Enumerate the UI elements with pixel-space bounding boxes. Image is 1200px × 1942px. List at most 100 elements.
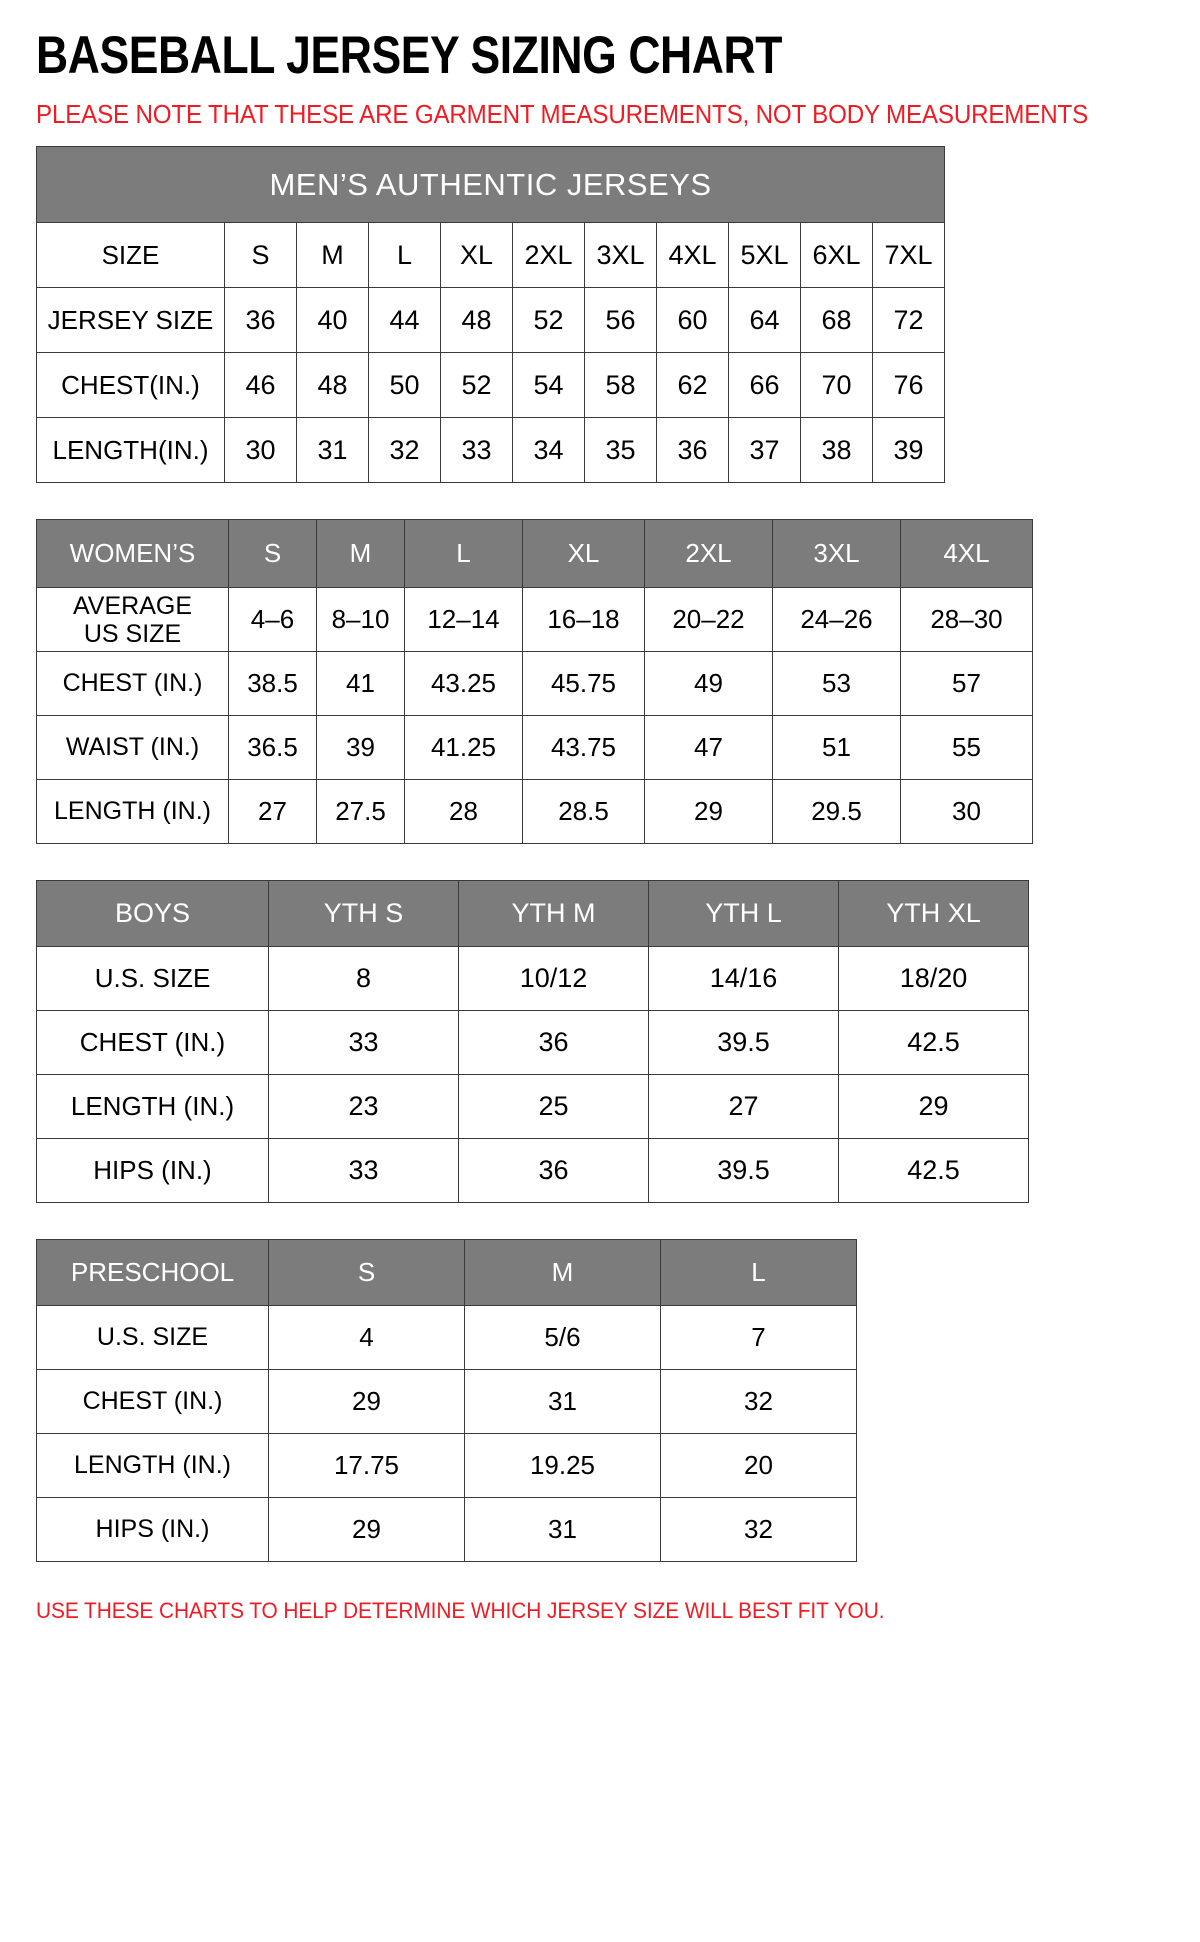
table-cell: 36 [656, 417, 729, 484]
preschool-col-header: L [660, 1239, 857, 1307]
table-row: LENGTH (IN.) 27 27.5 28 28.5 29 29.5 30 [36, 779, 1033, 845]
table-cell: 41.25 [404, 715, 523, 781]
table-row: AVERAGE US SIZE 4–6 8–10 12–14 16–18 20–… [36, 587, 1033, 653]
table-cell: 39 [871, 417, 946, 484]
womens-col-header: XL [522, 519, 645, 589]
preschool-col-header: S [268, 1239, 465, 1307]
table-cell: 49 [644, 651, 773, 717]
boys-col-header: YTH S [268, 880, 459, 948]
preschool-row-label: HIPS (IN.) [36, 1497, 269, 1563]
mens-row-label: JERSEY SIZE [36, 287, 225, 354]
table-cell: 7 [660, 1305, 857, 1371]
preschool-row-label: U.S. SIZE [36, 1305, 269, 1371]
table-row: CHEST (IN.) 33 36 39.5 42.5 [36, 1010, 1029, 1076]
table-row: WAIST (IN.) 36.5 39 41.25 43.75 47 51 55 [36, 715, 1033, 781]
table-cell: 23 [268, 1074, 459, 1140]
boys-sizing-table: BOYS YTH S YTH M YTH L YTH XL U.S. SIZE … [36, 880, 1029, 1204]
mens-col-header: 7XL [871, 222, 946, 289]
table-cell: 66 [728, 352, 801, 419]
womens-col-header: L [404, 519, 523, 589]
table-row: CHEST (IN.) 38.5 41 43.25 45.75 49 53 57 [36, 651, 1033, 717]
table-cell: 4 [268, 1305, 465, 1371]
table-cell: 33 [268, 1138, 459, 1204]
table-cell: 30 [224, 417, 297, 484]
table-cell: 42.5 [838, 1010, 1029, 1076]
table-cell: 48 [296, 352, 369, 419]
womens-row-label-line2: US SIZE [83, 619, 182, 648]
womens-corner-label: WOMEN’S [36, 519, 229, 589]
mens-col-header: 3XL [584, 222, 657, 289]
table-cell: 31 [296, 417, 369, 484]
table-cell: 42.5 [838, 1138, 1029, 1204]
table-cell: 38 [800, 417, 873, 484]
womens-row-label: CHEST (IN.) [36, 651, 229, 717]
table-cell: 52 [440, 352, 513, 419]
womens-header-row: WOMEN’S S M L XL 2XL 3XL 4XL [36, 519, 1033, 589]
table-cell: 29.5 [772, 779, 901, 845]
table-cell: 34 [512, 417, 585, 484]
table-cell: 27 [648, 1074, 839, 1140]
table-cell: 57 [900, 651, 1033, 717]
table-cell: 8–10 [316, 587, 405, 653]
table-cell: 55 [900, 715, 1033, 781]
table-cell: 36 [458, 1138, 649, 1204]
table-cell: 39 [316, 715, 405, 781]
mens-row-label: CHEST(IN.) [36, 352, 225, 419]
table-cell: 62 [656, 352, 729, 419]
table-cell: 4–6 [228, 587, 317, 653]
table-cell: 32 [368, 417, 441, 484]
table-cell: 27 [228, 779, 317, 845]
table-cell: 30 [900, 779, 1033, 845]
table-cell: 29 [268, 1497, 465, 1563]
womens-col-header: S [228, 519, 317, 589]
table-cell: 51 [772, 715, 901, 781]
table-cell: 14/16 [648, 946, 839, 1012]
table-cell: 28.5 [522, 779, 645, 845]
preschool-col-header: M [464, 1239, 661, 1307]
mens-col-header: M [296, 222, 369, 289]
page-title: BASEBALL JERSEY SIZING CHART [36, 26, 783, 85]
table-row: U.S. SIZE 8 10/12 14/16 18/20 [36, 946, 1029, 1012]
table-cell: 39.5 [648, 1010, 839, 1076]
womens-sizing-table: WOMEN’S S M L XL 2XL 3XL 4XL AVERAGE US … [36, 519, 1033, 845]
table-cell: 12–14 [404, 587, 523, 653]
table-cell: 37 [728, 417, 801, 484]
mens-header-row: SIZE S M L XL 2XL 3XL 4XL 5XL 6XL 7XL [36, 222, 946, 289]
table-cell: 29 [838, 1074, 1029, 1140]
boys-header-row: BOYS YTH S YTH M YTH L YTH XL [36, 880, 1029, 948]
table-row: LENGTH(IN.) 30 31 32 33 34 35 36 37 38 3… [36, 417, 946, 484]
mens-col-header: 2XL [512, 222, 585, 289]
womens-col-header: 3XL [772, 519, 901, 589]
mens-col-header: L [368, 222, 441, 289]
table-cell: 72 [871, 287, 946, 354]
table-row: CHEST(IN.) 46 48 50 52 54 58 62 66 70 76 [36, 352, 946, 419]
table-cell: 29 [268, 1369, 465, 1435]
preschool-row-label: LENGTH (IN.) [36, 1433, 269, 1499]
table-cell: 36 [458, 1010, 649, 1076]
table-cell: 28–30 [900, 587, 1033, 653]
boys-row-label: HIPS (IN.) [36, 1138, 269, 1204]
table-cell: 28 [404, 779, 523, 845]
table-cell: 43.75 [522, 715, 645, 781]
boys-col-header: YTH M [458, 880, 649, 948]
garment-measurement-note: PLEASE NOTE THAT THESE ARE GARMENT MEASU… [36, 98, 1089, 129]
mens-sizing-table: MEN’S AUTHENTIC JERSEYS SIZE S M L XL 2X… [35, 146, 946, 484]
table-cell: 46 [224, 352, 297, 419]
table-cell: 43.25 [404, 651, 523, 717]
table-cell: 64 [728, 287, 801, 354]
table-cell: 60 [656, 287, 729, 354]
boys-corner-label: BOYS [36, 880, 269, 948]
table-cell: 33 [440, 417, 513, 484]
preschool-sizing-table: PRESCHOOL S M L U.S. SIZE 4 5/6 7 CHEST … [36, 1239, 857, 1563]
table-cell: 41 [316, 651, 405, 717]
table-cell: 10/12 [458, 946, 649, 1012]
footer-note: USE THESE CHARTS TO HELP DETERMINE WHICH… [36, 1598, 885, 1624]
table-cell: 32 [660, 1497, 857, 1563]
table-cell: 50 [368, 352, 441, 419]
mens-banner-title: MEN’S AUTHENTIC JERSEYS [35, 146, 946, 224]
table-cell: 40 [296, 287, 369, 354]
mens-row-label: LENGTH(IN.) [36, 417, 225, 484]
table-cell: 70 [800, 352, 873, 419]
womens-row-label-line1: AVERAGE [72, 591, 193, 620]
